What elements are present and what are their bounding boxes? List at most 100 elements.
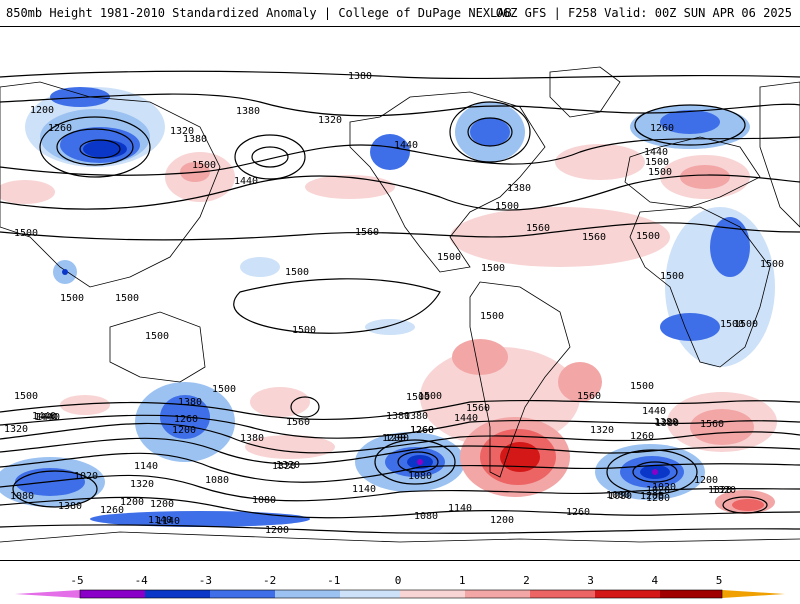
contour-label: 1500 xyxy=(636,231,660,242)
contour-label: 1020 xyxy=(652,482,676,493)
contour-label: 1080 xyxy=(408,471,432,482)
contour-label: 1140 xyxy=(448,503,472,514)
contour-label: 1500 xyxy=(495,201,519,212)
colorbar-segment-pos5 xyxy=(722,590,785,598)
contour-label: 1560 xyxy=(577,391,601,402)
contour-label: 1320 xyxy=(170,126,194,137)
contour-line xyxy=(234,134,306,180)
contour-label: 1500 xyxy=(292,325,316,336)
contour-label: 1500 xyxy=(212,384,236,395)
colorbar-segment-neg3 xyxy=(145,590,210,598)
contour-label: 1380 xyxy=(386,411,410,422)
contour-label: 1560 xyxy=(526,223,550,234)
contour-line xyxy=(290,396,320,418)
contour-label: 1080 xyxy=(608,491,632,502)
contour-label: 1140 xyxy=(156,516,180,527)
contour-label: 1500 xyxy=(480,311,504,322)
contour-label: 1200 xyxy=(640,491,664,502)
colorbar-segment-neg4 xyxy=(80,590,145,598)
coastline-europe xyxy=(624,136,761,208)
colorbar-graphic: -5 -4 -3 -2 -1 0 1 2 3 4 5 xyxy=(15,574,785,599)
contour-line xyxy=(722,496,768,514)
contour-label: 1380 xyxy=(655,418,679,429)
contour-label: 1140 xyxy=(352,484,376,495)
contour-line xyxy=(632,461,678,483)
contour-label: 1500 xyxy=(760,259,784,270)
contour-label: 1500 xyxy=(481,263,505,274)
contour-label: 1500 xyxy=(648,167,672,178)
colorbar-tick-label: 1 xyxy=(459,574,466,587)
contour-label: 1200 xyxy=(694,475,718,486)
map-panel: 1200 1380 1260 1320 1380 1320 1500 1380 … xyxy=(0,26,800,561)
contour-line xyxy=(634,104,746,146)
contour-label: 1500 xyxy=(660,271,684,282)
contour-label: 1260 xyxy=(630,431,654,442)
contour-line xyxy=(79,139,121,159)
contour-label: 1500 xyxy=(734,319,758,330)
low-center-marker xyxy=(62,269,68,275)
center-markers xyxy=(62,146,658,475)
coastline-asia xyxy=(0,81,800,288)
contour-line xyxy=(0,174,800,211)
low-center-marker xyxy=(102,146,108,152)
contour-label: 1080 xyxy=(252,495,276,506)
contour-label: 1440 xyxy=(454,413,478,424)
contour-label: 1200 xyxy=(30,105,54,116)
colorbar-segment-pos3 xyxy=(595,590,660,598)
colorbar-tick-label: -5 xyxy=(70,574,83,587)
contour-label: 1500 xyxy=(60,293,84,304)
contour-line xyxy=(251,146,289,168)
colorbar-segment-pos4 xyxy=(660,590,722,598)
contour-label: 1380 xyxy=(654,417,678,428)
anomaly-area xyxy=(305,175,395,199)
contour-line xyxy=(233,278,441,334)
contour-label: 1080 xyxy=(10,491,34,502)
contour-line xyxy=(0,437,800,465)
contour-label: 1200 xyxy=(490,515,514,526)
contour-label: 1080 xyxy=(606,490,630,501)
contour-label: 1200 xyxy=(382,433,406,444)
contour-label: 1380 xyxy=(240,433,264,444)
contour-label: 1560 xyxy=(355,227,379,238)
contour-label: 1500 xyxy=(437,252,461,263)
colorbar-tick-label: 2 xyxy=(523,574,530,587)
contour-label: 1020 xyxy=(646,485,670,496)
contour-label: 1440 xyxy=(394,140,418,151)
contour-label: 1140 xyxy=(134,461,158,472)
contour-label: 1260 xyxy=(410,425,434,436)
anomaly-area xyxy=(450,207,670,267)
coastline-australia xyxy=(109,311,206,383)
contour-label: 1320 xyxy=(4,424,28,435)
colorbar-outline xyxy=(79,589,723,599)
colorbar-tick-label: 4 xyxy=(651,574,658,587)
contour-label: 1320 xyxy=(130,479,154,490)
contour-label: 1500 xyxy=(115,293,139,304)
contour-label: 1200 xyxy=(150,499,174,510)
colorbar-tick-label: 5 xyxy=(716,574,723,587)
contour-label: 1380 xyxy=(183,134,207,145)
contour-label: 1200 xyxy=(265,525,289,536)
contour-label: 1320 xyxy=(712,485,736,496)
contour-line xyxy=(374,439,456,485)
contour-line xyxy=(39,116,151,178)
contour-label: 1080 xyxy=(205,475,229,486)
contour-line xyxy=(0,136,800,176)
anomaly-area xyxy=(555,144,645,180)
contour-line xyxy=(0,524,800,534)
model-run-info: 06Z GFS | F258 Valid: 00Z SUN APR 06 202… xyxy=(495,6,792,20)
colorbar-tick-label: 3 xyxy=(587,574,594,587)
contour-line xyxy=(12,470,98,508)
anomaly-area xyxy=(680,165,730,189)
contour-label: 1260 xyxy=(566,507,590,518)
contour-label: 1560 xyxy=(286,417,310,428)
colorbar-segment-pos1 xyxy=(465,590,530,598)
colorbar-tick-label: -1 xyxy=(327,574,340,587)
colorbar-segments xyxy=(15,589,785,599)
contour-label: 1440 xyxy=(234,176,258,187)
anomaly-area xyxy=(710,217,750,277)
anomaly-area xyxy=(370,134,410,170)
anomaly-area xyxy=(365,319,415,335)
coastline-north-america xyxy=(349,91,546,273)
contour-line xyxy=(0,70,800,80)
contour-label: 1500 xyxy=(14,228,38,239)
